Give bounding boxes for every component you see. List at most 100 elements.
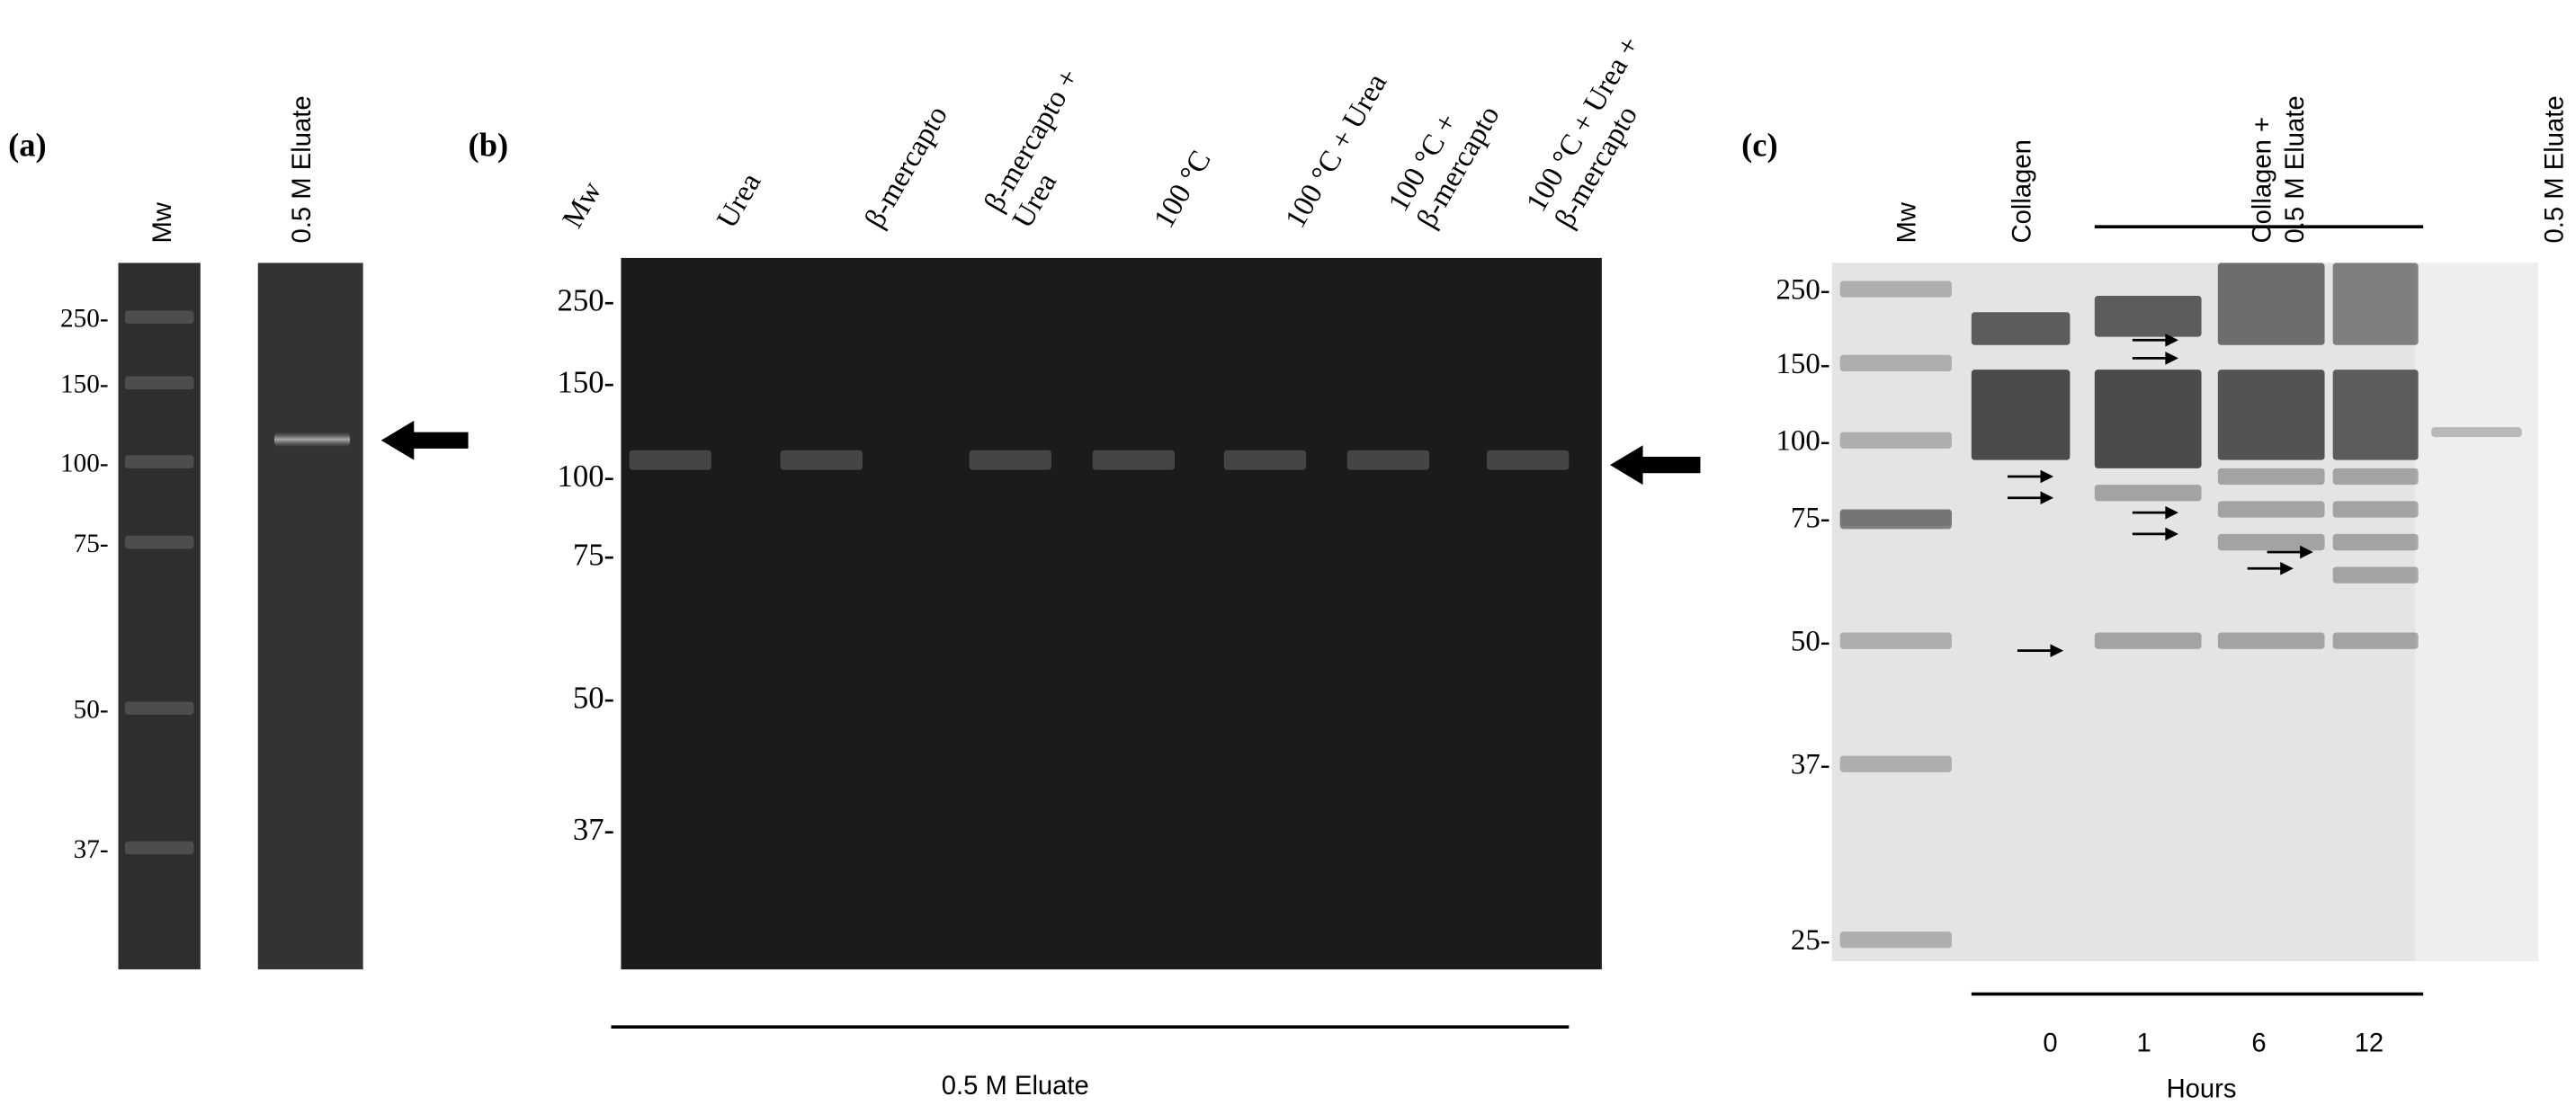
band [2217, 533, 2325, 551]
band [1487, 450, 1570, 470]
band [2332, 370, 2419, 460]
lane-label: 100 °C + Urea +β-mercapto [1520, 31, 1675, 234]
lane-label: β-mercapto [859, 101, 954, 234]
lane-label-line: 0.5 M Eluate [288, 95, 317, 243]
marker-label: 100- [60, 449, 109, 477]
band [2217, 632, 2325, 649]
band [2217, 263, 2325, 345]
lane-label-line: 100 °C [1148, 146, 1217, 234]
band [1839, 632, 1952, 649]
marker-label: 150- [1776, 348, 1830, 380]
marker-label: 150- [60, 370, 109, 399]
lane-label-line: Urea [711, 167, 767, 234]
arrow-head [2165, 352, 2178, 365]
lane-label-line: Collagen [2008, 139, 2037, 243]
band [2332, 533, 2419, 551]
panel-label: (a) [8, 127, 47, 164]
arrow-head [2165, 333, 2178, 347]
hour-label: 12 [2355, 1029, 2384, 1058]
marker-label: 250- [60, 305, 109, 334]
band [2332, 501, 2419, 518]
marker-label: 50- [573, 681, 614, 716]
arrow-head [2040, 469, 2054, 484]
band [1971, 312, 2071, 345]
gel-lane [2415, 263, 2538, 962]
band [124, 701, 194, 715]
lane-label: Urea [711, 167, 767, 234]
band [1346, 450, 1430, 470]
lane-label-line: 0.5 M Eluate [2540, 95, 2569, 243]
band [1971, 370, 2071, 460]
marker-label: 37- [573, 812, 614, 847]
band [124, 310, 194, 325]
band [2217, 468, 2325, 486]
marker-label: 150- [558, 365, 615, 400]
band [124, 535, 194, 549]
marker-label: 75- [573, 538, 614, 573]
lane-label-line: Mw [148, 201, 177, 243]
marker-label: 100- [1776, 425, 1830, 458]
band [1839, 931, 1952, 949]
marker-label: 75- [1791, 503, 1830, 535]
lane-label: Mw [148, 201, 177, 243]
band [1223, 450, 1307, 470]
band [2094, 295, 2202, 337]
band [780, 450, 863, 470]
marker-label: 37- [1791, 749, 1830, 781]
lane-label: 100 °C + Urea [1279, 68, 1393, 234]
lane-label: 0.5 M Eluate [2540, 95, 2569, 243]
arrow-head [2165, 505, 2178, 520]
band [2217, 370, 2325, 460]
band [124, 841, 194, 855]
lane-label: Mw [557, 176, 609, 234]
marker-label: 250- [1776, 274, 1830, 307]
band [1839, 509, 1952, 530]
arrow [380, 420, 469, 460]
lane-label: β-mercapto +Urea [979, 63, 1114, 233]
gel-lane [257, 263, 363, 970]
lane-label: Collagen [2008, 139, 2037, 243]
band [1092, 450, 1175, 470]
band [2332, 468, 2419, 486]
arrow-head [2165, 527, 2178, 541]
band [2094, 485, 2202, 502]
marker-label: 50- [74, 696, 109, 725]
arrow-head [2300, 545, 2313, 559]
marker-label: 75- [74, 530, 109, 558]
marker-label: 250- [558, 282, 615, 317]
gel [621, 257, 1602, 970]
lane-label: Mw [1893, 201, 1922, 243]
marker-label: 50- [1791, 626, 1830, 658]
band [2094, 632, 2202, 649]
axis-label: Hours [2167, 1075, 2237, 1104]
band [2332, 566, 2419, 584]
arrow-head [2050, 644, 2064, 657]
hour-label: 1 [2136, 1029, 2151, 1058]
band [969, 450, 1051, 470]
hour-label: 0 [2043, 1029, 2057, 1058]
hour-label: 6 [2251, 1029, 2266, 1058]
lane-label-line: 100 °C + Urea [1279, 68, 1393, 234]
band [1839, 755, 1952, 772]
band [2094, 370, 2202, 468]
band [1839, 354, 1952, 371]
lane-label-line: Mw [1893, 201, 1922, 243]
band [124, 455, 194, 468]
band [1839, 281, 1952, 298]
arrow-head [2040, 491, 2054, 505]
band [2332, 263, 2419, 345]
band [629, 450, 711, 470]
band [274, 432, 351, 448]
lane-label: 100 °C [1148, 146, 1217, 234]
footer-label: 0.5 M Eluate [942, 1072, 1089, 1101]
lane-label: 100 °C +β-mercapto [1382, 85, 1507, 234]
marker-label: 100- [558, 459, 615, 494]
band [1839, 432, 1952, 449]
band [2431, 427, 2522, 438]
lane-label: Collagen +0.5 M Eluate [2248, 95, 2310, 243]
arrow [1610, 445, 1701, 486]
lane-label: 0.5 M Eluate [288, 95, 317, 243]
gel-lane [118, 263, 201, 970]
